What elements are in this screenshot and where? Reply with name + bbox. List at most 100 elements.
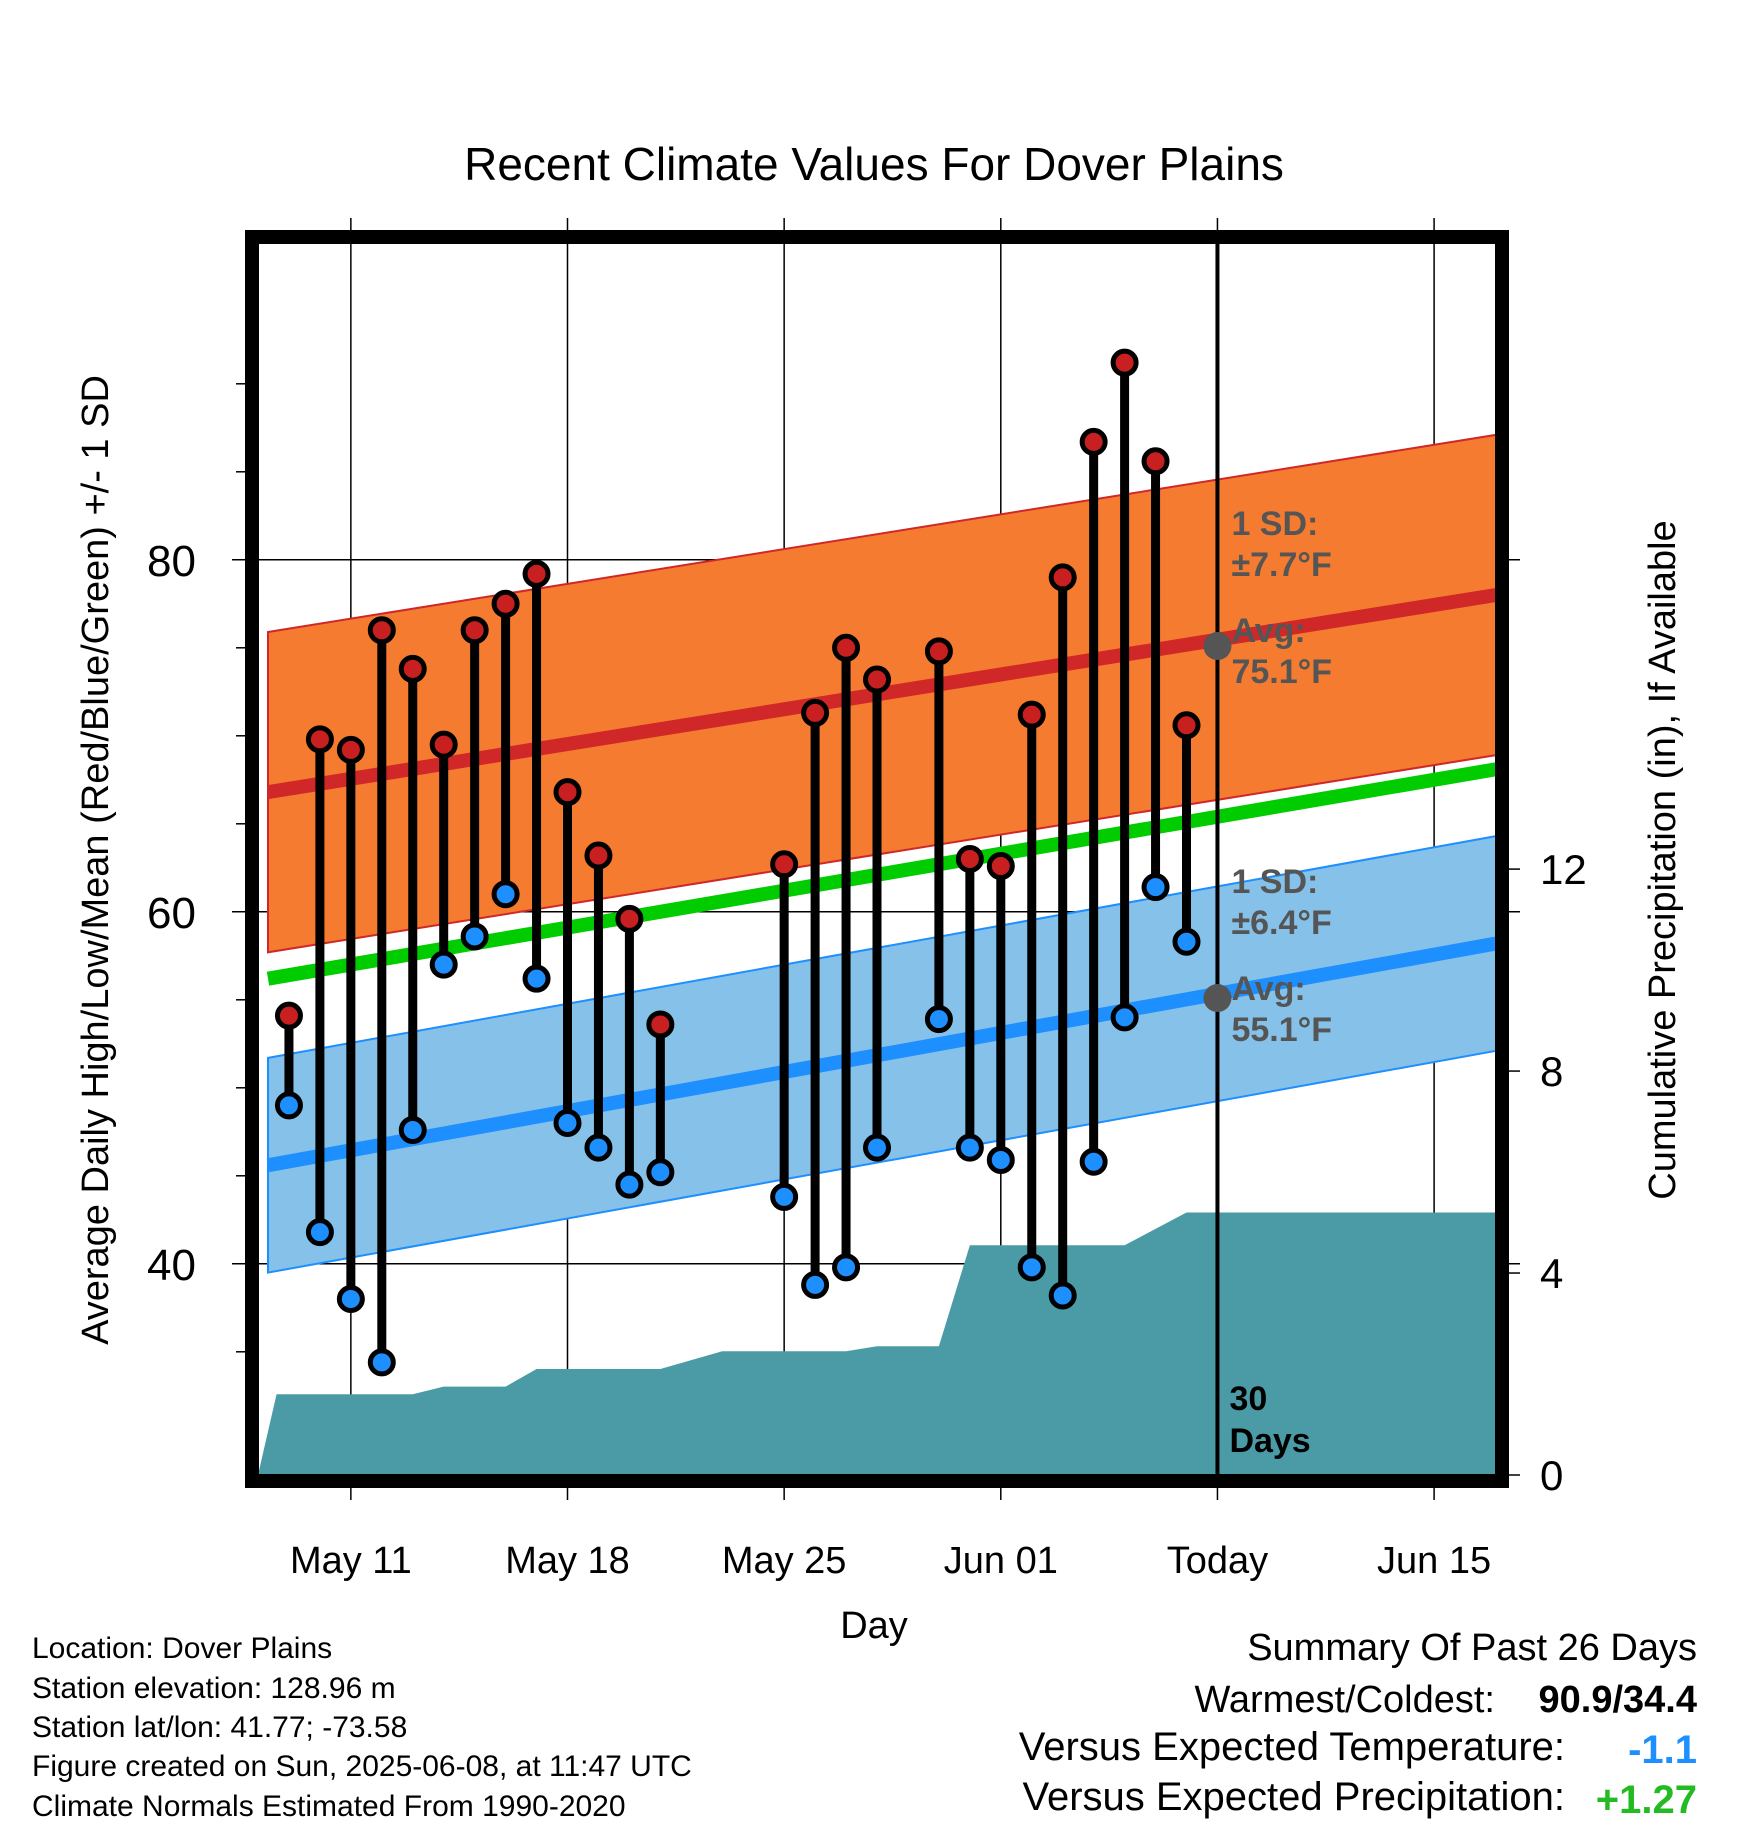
days-label-line: Days <box>1229 1422 1310 1460</box>
obs-low-point <box>1048 1281 1077 1310</box>
low-avg-label-line: Avg: <box>1231 970 1305 1008</box>
obs-high-point <box>646 1010 675 1039</box>
obs-high-point <box>615 904 644 933</box>
footer-location: Location: Dover Plains <box>32 1632 332 1665</box>
footer-created: Figure created on Sun, 2025-06-08, at 11… <box>32 1750 692 1783</box>
summary-warm-cold-value: 90.9/34.4 <box>1539 1679 1697 1721</box>
obs-high-point <box>584 841 613 870</box>
x-tick-label: May 25 <box>722 1540 847 1582</box>
obs-low-point <box>491 880 520 909</box>
today-high-avg-marker <box>1203 632 1232 661</box>
footer-left: Location: Dover Plains Station elevation… <box>32 1632 692 1823</box>
x-tick-label: Jun 15 <box>1377 1540 1491 1582</box>
y-tick-label: 60 <box>147 889 196 938</box>
obs-low-point <box>460 922 489 951</box>
obs-low-point <box>429 950 458 979</box>
summary-precip-value: +1.27 <box>1596 1778 1697 1822</box>
obs-high-point <box>429 730 458 759</box>
obs-low-point <box>646 1158 675 1187</box>
obs-high-point <box>1048 563 1077 592</box>
obs-low-point <box>1079 1147 1108 1176</box>
obs-low-point <box>801 1270 830 1299</box>
footer-elevation: Station elevation: 128.96 m <box>32 1672 396 1705</box>
summary-precip-label: Versus Expected Precipitation: <box>1022 1775 1565 1819</box>
high-avg-label-line: 75.1°F <box>1231 653 1332 691</box>
obs-high-point <box>274 1001 303 1030</box>
obs-low-point <box>522 964 551 993</box>
low-avg-label-line: 55.1°F <box>1231 1011 1332 1049</box>
obs-high-point <box>522 559 551 588</box>
x-tick-label: May 18 <box>505 1540 630 1582</box>
obs-low-point <box>832 1253 861 1282</box>
obs-low-point <box>274 1091 303 1120</box>
obs-high-point <box>770 850 799 879</box>
footer-normals: Climate Normals Estimated From 1990-2020 <box>32 1790 626 1823</box>
y-right-tick-label: 0 <box>1540 1452 1563 1499</box>
y-axis-right-label-group: Cumulative Precipitation (in), If Availa… <box>1642 520 1684 1199</box>
x-tick-label: Jun 01 <box>944 1540 1058 1582</box>
obs-low-point <box>1141 873 1170 902</box>
x-axis-label: Day <box>840 1605 908 1647</box>
obs-high-point <box>1110 348 1139 377</box>
obs-low-point <box>770 1182 799 1211</box>
high-avg-label-line: Avg: <box>1231 612 1305 650</box>
high-sd-label: 1 SD: ±7.7°F <box>1231 505 1331 584</box>
obs-low-point <box>955 1133 984 1162</box>
low-sd-label-line: ±6.4°F <box>1231 904 1331 942</box>
obs-low-point <box>336 1285 365 1313</box>
obs-low-point <box>305 1218 334 1247</box>
obs-high-point <box>863 665 891 694</box>
low-sd-label-line: 1 SD: <box>1231 863 1318 901</box>
obs-high-point <box>553 778 582 807</box>
obs-high-point <box>460 616 489 645</box>
x-tick-label: Today <box>1167 1540 1268 1582</box>
days-label-line: 30 <box>1229 1380 1267 1418</box>
high-sd-label-line: 1 SD: <box>1231 505 1318 543</box>
obs-high-point <box>336 735 365 764</box>
x-tick-label: May 11 <box>290 1540 412 1582</box>
obs-low-point <box>615 1170 644 1199</box>
obs-high-point <box>955 845 984 873</box>
obs-high-point <box>398 654 427 683</box>
plot-frame <box>245 230 1509 1488</box>
high-sd-label-line: ±7.7°F <box>1231 546 1331 584</box>
y-right-tick-label: 4 <box>1540 1250 1563 1297</box>
summary-panel: Summary Of Past 26 Days Warmest/Coldest:… <box>1019 1627 1697 1822</box>
obs-low-point <box>1172 927 1201 956</box>
y-tick-label: 40 <box>147 1241 196 1290</box>
obs-low-point <box>398 1116 427 1145</box>
obs-high-point <box>367 616 396 645</box>
chart-title: Recent Climate Values For Dover Plains <box>464 138 1284 190</box>
obs-high-point <box>832 633 861 662</box>
y-axis-label: Average Daily High/Low/Mean (Red/Blue/Gr… <box>75 375 117 1345</box>
obs-high-point <box>801 698 830 727</box>
obs-low-point <box>1110 1003 1139 1032</box>
obs-high-point <box>1017 700 1046 729</box>
obs-high-point <box>986 852 1015 881</box>
high-avg-label: Avg: 75.1°F <box>1231 612 1332 691</box>
daily-observations <box>274 348 1201 1377</box>
obs-low-point <box>1017 1253 1046 1282</box>
obs-low-point <box>584 1133 613 1162</box>
obs-high-point <box>1172 711 1201 740</box>
low-sd-label: 1 SD: ±6.4°F <box>1231 863 1331 942</box>
normal-low-line <box>266 936 1498 1173</box>
obs-high-point <box>924 637 953 666</box>
y-axis-right-label: Cumulative Precipitation (in), If Availa… <box>1642 520 1684 1199</box>
obs-low-point <box>863 1133 891 1162</box>
summary-temp-value: -1.1 <box>1628 1728 1697 1772</box>
obs-high-point <box>305 725 334 754</box>
obs-high-point <box>1079 427 1108 456</box>
y-right-tick-label: 12 <box>1540 846 1587 893</box>
summary-temp-label: Versus Expected Temperature: <box>1019 1725 1565 1769</box>
today-low-avg-marker <box>1203 984 1232 1013</box>
footer-latlon: Station lat/lon: 41.77; -73.58 <box>32 1711 407 1744</box>
obs-high-point <box>491 589 520 618</box>
summary-warm-cold-label: Warmest/Coldest: <box>1194 1679 1495 1721</box>
obs-low-point <box>367 1348 396 1377</box>
low-avg-label: Avg: 55.1°F <box>1231 970 1332 1049</box>
y-right-tick-label: 8 <box>1540 1048 1563 1095</box>
y-tick-label: 80 <box>147 537 196 586</box>
